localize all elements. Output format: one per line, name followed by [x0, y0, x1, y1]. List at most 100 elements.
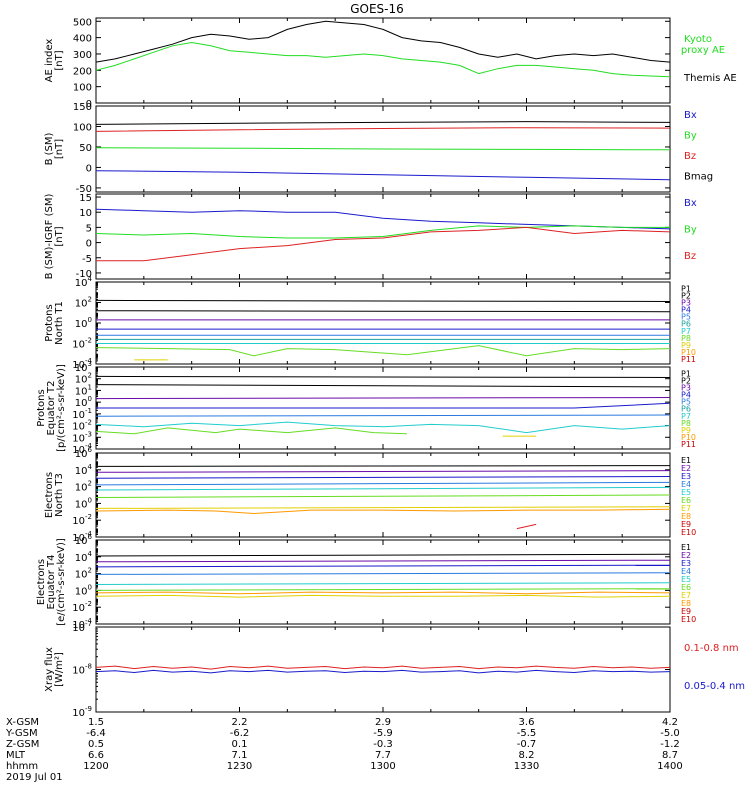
bottom-cell: 1300: [370, 761, 395, 772]
y-tick-label: 100: [75, 316, 92, 330]
legend-entry: P9: [681, 426, 691, 435]
bottom-cell: -0.7: [517, 739, 537, 750]
legend-entry: P2: [681, 376, 691, 385]
y-tick-label: 10-4: [72, 530, 92, 544]
legend-entry: P1: [681, 284, 691, 293]
y-axis-label: [nT]: [54, 226, 65, 246]
y-tick-label: 100: [73, 83, 92, 94]
y-tick-base: 10: [72, 422, 85, 433]
legend-entry: P1: [681, 369, 691, 378]
y-axis-label: [p/(cm²-s-sr-keV)]: [56, 364, 67, 452]
series-line-E8: [95, 591, 671, 595]
legend-entry: E1: [681, 543, 691, 552]
y-tick-base: 10: [75, 449, 88, 460]
legend-entry: E9: [681, 520, 691, 529]
y-tick-exponent: 1: [88, 383, 92, 391]
series-line-E4: [95, 481, 671, 486]
y-tick-exponent: -1: [85, 407, 92, 415]
bottom-cell: 2.9: [375, 717, 391, 728]
series-line-Bx: [95, 170, 671, 181]
y-axis-label: Protons: [36, 389, 47, 426]
legend: Bx By Bz Bmag: [684, 110, 713, 182]
y-tick-label: 100: [75, 496, 92, 510]
bottom-row-label: 2019 Jul 01: [6, 772, 63, 783]
y-tick-base: 10: [72, 620, 85, 631]
series-line-E2: [95, 470, 671, 473]
y-axis-label: Electrons: [44, 472, 55, 518]
y-tick-label: 400: [73, 34, 92, 45]
series-line-E7: [95, 594, 671, 598]
y-tick-label: 10-4: [72, 442, 92, 456]
series-line-E2: [95, 559, 671, 563]
legend-entry: Bx: [684, 110, 697, 121]
legend-entry: P4: [681, 391, 691, 400]
y-tick-label: 106: [75, 533, 93, 547]
y-tick-exponent: 0: [88, 583, 92, 591]
y-tick-exponent: 6: [88, 446, 93, 454]
y-tick-label: 102: [75, 372, 92, 386]
y-tick-exponent: -2: [85, 600, 92, 608]
series-line-By: [95, 147, 671, 151]
y-tick-label: 106: [75, 446, 93, 460]
series-line-E6: [95, 588, 671, 591]
y-tick-label: 104: [75, 550, 93, 564]
legend-entry: E3: [681, 559, 691, 568]
bottom-row-label: Y-GSM: [5, 728, 38, 739]
series-line-E3: [95, 476, 671, 479]
series-line-0.05-0.4 nm: [95, 669, 671, 674]
y-tick-label: -50: [76, 184, 92, 195]
y-tick-label: 100: [75, 395, 92, 409]
legend-entry: P7: [681, 327, 691, 336]
y-tick-label: 15: [79, 193, 92, 204]
legend: 0.1-0.8 nm 0.05-0.4 nm: [684, 643, 745, 692]
bottom-cell: 7.1: [232, 750, 248, 761]
panel-frame: [95, 626, 671, 713]
bottom-cell: 2.2: [232, 717, 248, 728]
legend: Bx By Bz: [684, 198, 697, 262]
y-axis-label: AE index: [44, 39, 55, 83]
legend-entry: P2: [681, 291, 691, 300]
y-tick-label: 103: [75, 360, 92, 374]
legend-entry: P9: [681, 341, 691, 350]
y-tick-label: 500: [73, 17, 92, 28]
y-tick-base: 10: [72, 623, 85, 634]
bottom-cell: 1400: [657, 761, 682, 772]
legend-entry: E9: [681, 607, 691, 616]
y-tick-label: 102: [75, 480, 92, 494]
y-tick-label: 0: [86, 239, 92, 250]
y-tick-label: 200: [73, 66, 92, 77]
y-axis-label: Electrons: [36, 559, 47, 605]
y-tick-label: 50: [79, 143, 92, 154]
y-tick-label: 100: [73, 122, 92, 133]
y-tick-exponent: 4: [88, 550, 93, 558]
y-tick-base: 10: [72, 603, 85, 614]
legend-entry: E10: [681, 615, 696, 624]
legend-entry: P8: [681, 334, 691, 343]
legend-entry: E2: [681, 464, 691, 473]
bottom-cell: 1230: [227, 761, 252, 772]
legend-entry: Bz: [684, 251, 696, 262]
legend-entry: P3: [681, 383, 691, 392]
series-line-E3: [95, 564, 671, 568]
series-line-E7: [95, 506, 671, 509]
bottom-row-label: X-GSM: [6, 717, 39, 728]
bottom-cell: -0.3: [373, 739, 393, 750]
series-line-P8: [95, 345, 671, 357]
legend-entry: Bmag: [684, 171, 713, 182]
legend-entry: P10: [681, 433, 696, 442]
y-axis-label: B (SM): [44, 132, 55, 165]
panel-frame: [95, 539, 671, 625]
y-tick-base: 10: [72, 666, 85, 677]
y-tick-exponent: 2: [88, 372, 92, 380]
y-tick-label: 101: [75, 383, 92, 397]
y-tick-exponent: 2: [88, 567, 92, 575]
legend-entry: E7: [681, 591, 691, 600]
